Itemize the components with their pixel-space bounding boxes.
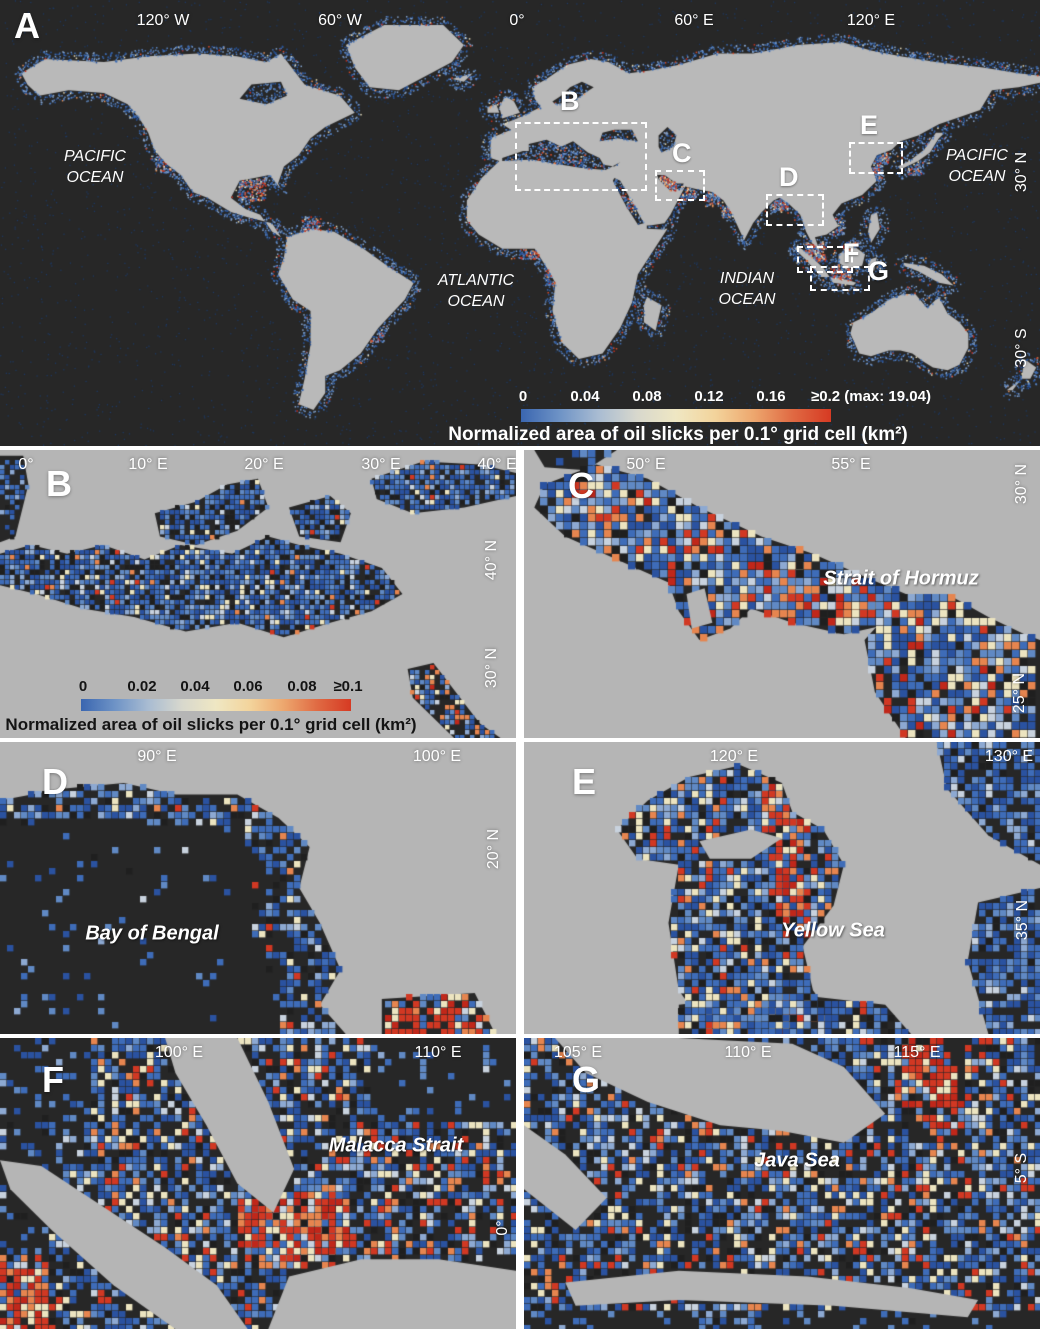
panel-g-label: G (572, 1059, 601, 1100)
colorbar-b-tick: 0.02 (127, 678, 157, 695)
panel-c: C 50° E 55° E 30° N 25° N Strait of Horm… (524, 450, 1040, 738)
lon-tick: 130° E (984, 748, 1034, 765)
lat-tick: 30° N (483, 647, 500, 689)
panel-b-colorbar-label: Normalized area of oil slicks per 0.1° g… (5, 715, 417, 734)
lon-tick-0: 0° (509, 12, 525, 29)
panel-e-label: E (572, 761, 597, 802)
lon-tick: 100° E (412, 748, 462, 765)
lat-tick: 40° N (483, 539, 500, 581)
lon-tick: 110° E (414, 1044, 462, 1061)
colorbar-b-tick: 0.04 (180, 678, 210, 695)
lon-tick: 55° E (831, 456, 871, 473)
lat-tick: 30° N (1013, 463, 1030, 505)
panel-a-colorbar (521, 409, 831, 422)
lon-tick-120w: 120° W (136, 12, 190, 29)
sea-label-malacca-strait: Malacca Strait (328, 1134, 464, 1157)
lon-tick: 30° E (361, 456, 401, 473)
lon-tick-60e: 60° E (674, 12, 714, 29)
sea-label-bay-of-bengal: Bay of Bengal (85, 922, 219, 945)
lon-tick: 40° E (477, 456, 516, 473)
atlantic-ocean-label: ATLANTIC OCEAN (437, 272, 515, 310)
inset-box-e (849, 142, 903, 174)
inset-label-d: D (779, 162, 799, 192)
panel-b-colorbar (81, 699, 351, 711)
colorbar-a-tick-5: ≥0.2 (max: 19.04) (811, 388, 931, 405)
panel-f-label: F (42, 1059, 64, 1100)
lat-tick-30s: 30° S (1013, 328, 1030, 368)
inset-label-g: G (868, 256, 890, 286)
colorbar-a-tick-1: 0.04 (570, 388, 600, 405)
lat-tick: 20° N (485, 828, 502, 870)
panel-b-label: B (46, 463, 72, 504)
panel-e: E 120° E 130° E 35° N Yellow Sea (524, 742, 1040, 1034)
panel-b: B 0° 10° E 20° E 30° E 40° E 40° N 30° N… (0, 450, 516, 738)
panel-a-colorbar-label: Normalized area of oil slicks per 0.1° g… (448, 424, 908, 445)
inset-box-b (515, 122, 647, 191)
panel-c-map-canvas (524, 450, 1040, 738)
lon-tick: 120° E (709, 748, 759, 765)
inset-box-f (797, 246, 853, 273)
lon-tick: 0° (18, 456, 34, 473)
sea-label-yellow-sea: Yellow Sea (781, 919, 885, 942)
colorbar-b-tick: 0.06 (233, 678, 263, 695)
inset-label-b: B (560, 86, 580, 116)
sea-label-java-sea: Java Sea (754, 1149, 840, 1172)
lon-tick: 110° E (724, 1044, 772, 1061)
lon-tick: 115° E (893, 1044, 941, 1061)
lat-tick: 0° (494, 1220, 511, 1236)
inset-box-g (810, 266, 870, 291)
inset-label-e: E (860, 110, 879, 140)
lon-tick: 90° E (137, 748, 177, 765)
inset-box-c (655, 170, 705, 201)
panel-f-map-canvas (0, 1038, 516, 1329)
lat-tick: 5° S (1013, 1152, 1030, 1184)
indian-ocean-label: INDIAN OCEAN (718, 270, 776, 308)
lon-tick-120e: 120° E (846, 12, 896, 29)
colorbar-a-tick-0: 0 (518, 388, 528, 405)
lon-tick: 10° E (128, 456, 168, 473)
panel-a-world-map-canvas (0, 0, 1040, 446)
colorbar-b-tick: ≥0.1 (333, 678, 363, 695)
colorbar-a-tick-2: 0.08 (632, 388, 662, 405)
panel-d-label: D (42, 761, 68, 802)
sea-label-strait-of-hormuz: Strait of Hormuz (823, 567, 979, 590)
inset-label-c: C (672, 138, 692, 168)
lon-tick: 50° E (626, 456, 666, 473)
inset-box-d (766, 194, 824, 226)
panel-d-map-canvas (0, 742, 516, 1034)
lat-tick: 35° N (1014, 899, 1031, 941)
colorbar-a-tick-4: 0.16 (756, 388, 786, 405)
inset-label-f: F (843, 238, 860, 268)
colorbar-b-tick: 0.08 (287, 678, 317, 695)
panel-b-map-canvas (0, 450, 516, 738)
panel-e-map-canvas (524, 742, 1040, 1034)
panel-f: F 100° E 110° E 0° Malacca Strait (0, 1038, 516, 1329)
lon-tick: 20° E (244, 456, 284, 473)
colorbar-b-tick: 0 (78, 678, 88, 695)
panel-a: A 120° W 60° W 0° 60° E 120° E 30° N 30°… (0, 0, 1040, 446)
panel-g-map-canvas (524, 1038, 1040, 1329)
panel-g: G 105° E 110° E 115° E 5° S Java Sea (524, 1038, 1040, 1329)
lon-tick: 105° E (553, 1044, 603, 1061)
panel-d: D 90° E 100° E 20° N Bay of Bengal (0, 742, 516, 1034)
lon-tick: 100° E (154, 1044, 204, 1061)
lon-tick-60w: 60° W (318, 12, 362, 29)
panel-c-label: C (568, 465, 594, 506)
pacific-ocean-label-west: PACIFIC OCEAN (64, 148, 126, 186)
panel-a-label: A (14, 5, 40, 46)
colorbar-a-tick-3: 0.12 (694, 388, 724, 405)
lat-tick: 25° N (1011, 672, 1028, 714)
pacific-ocean-label-east: PACIFIC OCEAN (946, 147, 1008, 185)
